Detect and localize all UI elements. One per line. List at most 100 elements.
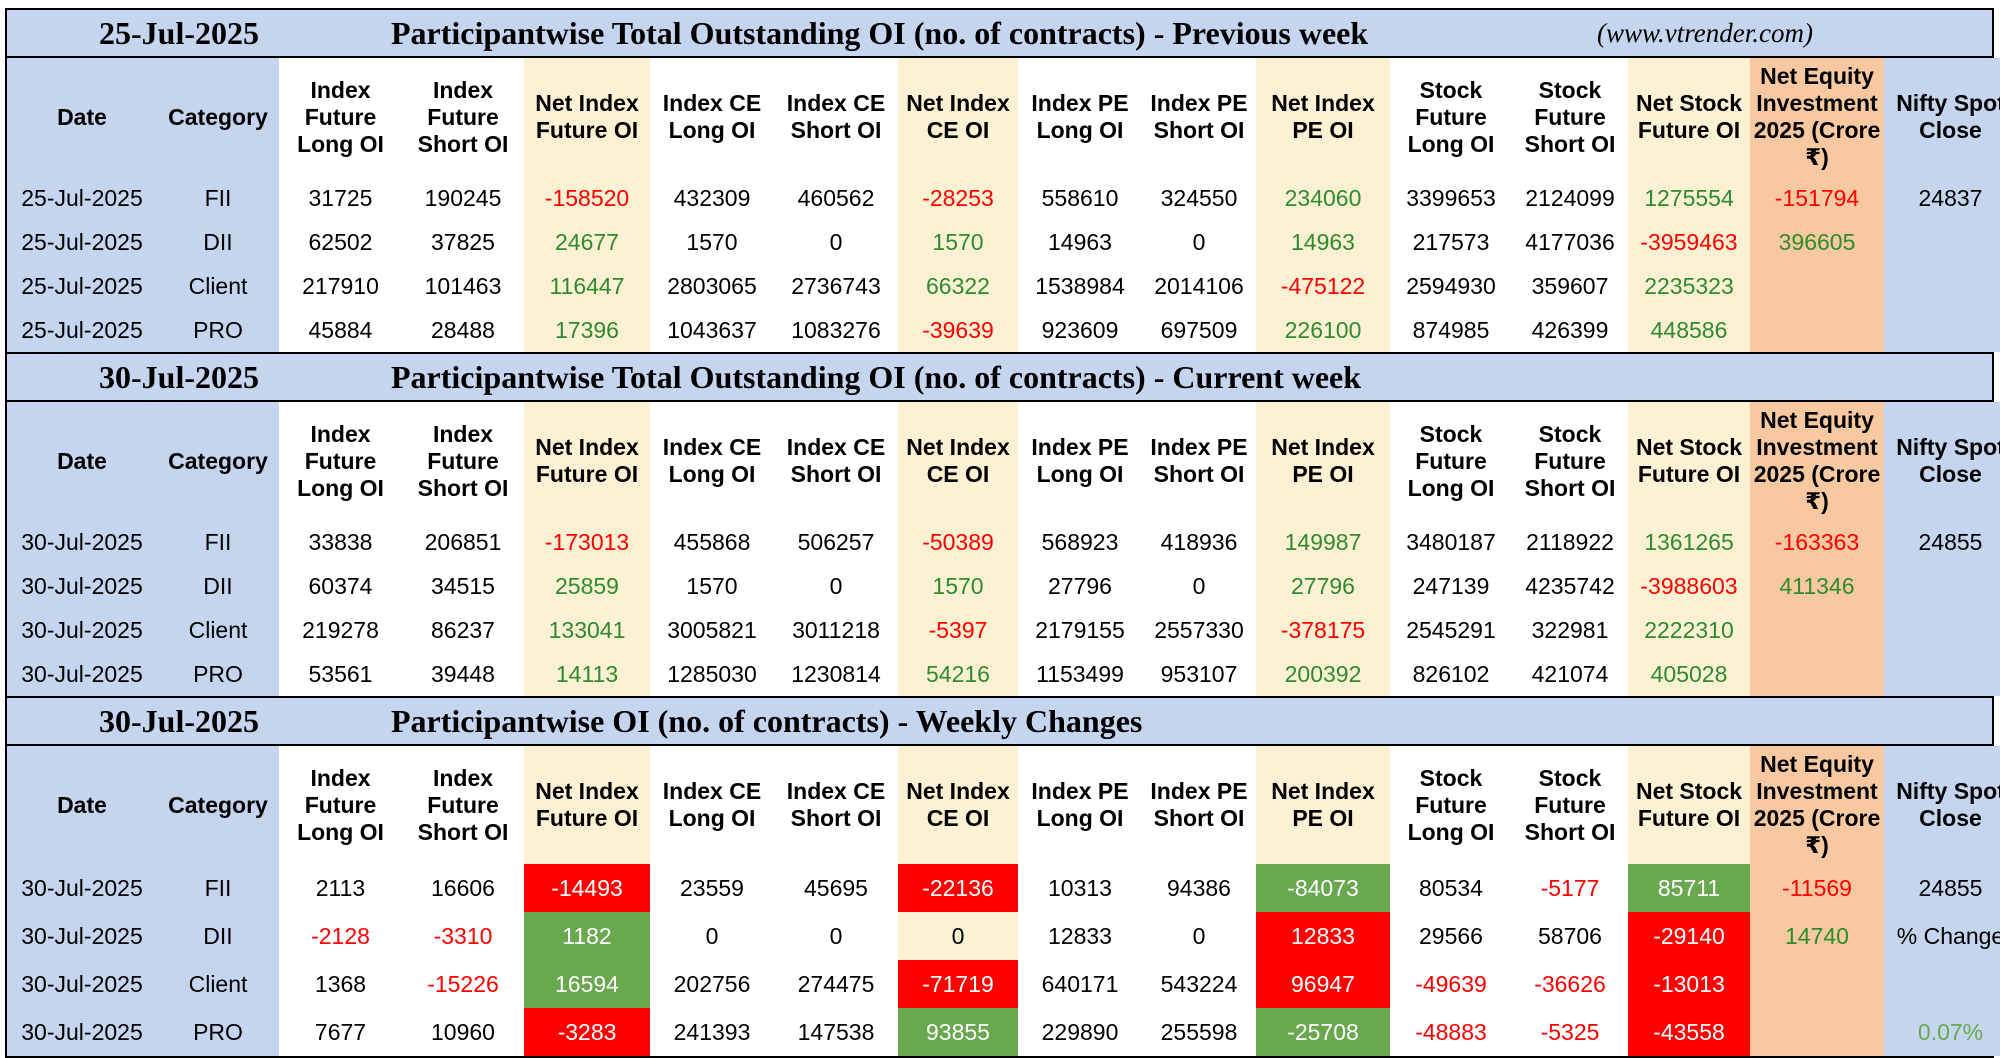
column-header: Stock Future Long OI: [1407, 420, 1495, 501]
table-cell: [1750, 308, 1884, 352]
header-row: Date Category Index Future Long OI Index Fu…: [7, 58, 2000, 176]
table-cell: 12833: [1048, 922, 1112, 949]
column-header: Index CE Long OI: [662, 434, 762, 487]
table-cell: 874985: [1412, 316, 1490, 343]
table-cell: [1884, 652, 2000, 696]
table-cell: 147538: [797, 1018, 875, 1045]
table-cell: 200392: [1256, 652, 1390, 696]
table-cell: 2179155: [1035, 616, 1125, 643]
table-cell: 229890: [1041, 1018, 1119, 1045]
column-header: Net Stock Future OI: [1628, 402, 1750, 520]
table-cell: 30-Jul-2025: [7, 520, 157, 564]
table-cell: 16606: [431, 874, 495, 901]
table-cell: -2128: [311, 922, 370, 949]
column-header: Net Index PE OI: [1256, 402, 1390, 520]
column-header: Index CE Short OI: [786, 90, 886, 143]
table-cell: 421074: [1531, 660, 1609, 687]
column-header: Net Index CE OI: [898, 746, 1018, 864]
column-header: Net Index CE OI: [898, 58, 1018, 176]
table-cell: 2557330: [1154, 616, 1244, 643]
table-cell: 1275554: [1628, 176, 1750, 220]
table-cell: -29140: [1628, 912, 1750, 960]
oi-report: 25-Jul-2025 Participantwise Total Outstan…: [5, 8, 2000, 1058]
table-cell: 54216: [898, 652, 1018, 696]
table-cell: 640171: [1041, 970, 1119, 997]
table-cell: PRO: [157, 308, 279, 352]
table-cell: 460562: [797, 184, 875, 211]
table-cell: 923609: [1041, 316, 1119, 343]
table-cell: 226100: [1256, 308, 1390, 352]
column-header: Index Future Long OI: [297, 420, 384, 501]
table-row: 30-Jul-2025 PRO 53561 39448 14113 1285030 1230…: [7, 652, 2000, 696]
table-cell: 66322: [898, 264, 1018, 308]
table-cell: 96947: [1256, 960, 1390, 1008]
column-header: Index PE Short OI: [1150, 434, 1248, 487]
table-cell: 359607: [1531, 272, 1609, 299]
table-cell: 30-Jul-2025: [7, 960, 157, 1008]
table-cell: -28253: [898, 176, 1018, 220]
table-cell: 12833: [1256, 912, 1390, 960]
table-cell: 274475: [797, 970, 875, 997]
section-1: 25-Jul-2025 Participantwise Total Outstan…: [5, 8, 2000, 352]
column-header: Net Index Future OI: [524, 746, 650, 864]
table-cell: 219278: [302, 616, 379, 643]
table-cell: -43558: [1628, 1008, 1750, 1056]
table-cell: [1884, 960, 2000, 1008]
column-header: Nifty Spot Close: [1884, 402, 2000, 520]
table-cell: -3959463: [1628, 220, 1750, 264]
table-cell: 3005821: [667, 616, 757, 643]
table-cell: -84073: [1256, 864, 1390, 912]
table-cell: 2545291: [1406, 616, 1496, 643]
table-row: 30-Jul-2025 DII 60374 34515 25859 1570 0 1570 27…: [7, 564, 2000, 608]
table-cell: 1153499: [1036, 660, 1124, 687]
table-cell: [1884, 264, 2000, 308]
column-header: Net Stock Future OI: [1628, 746, 1750, 864]
column-header: Stock Future Short OI: [1524, 420, 1616, 501]
table-cell: 10960: [431, 1018, 495, 1045]
column-header: Category: [157, 58, 279, 176]
table-cell: 86237: [431, 616, 495, 643]
table-cell: 25-Jul-2025: [7, 176, 157, 220]
table-cell: DII: [157, 220, 279, 264]
table-cell: 543224: [1160, 970, 1238, 997]
table-cell: 0: [829, 922, 843, 949]
table-cell: -158520: [524, 176, 650, 220]
table-cell: 1230814: [791, 660, 881, 687]
table-cell: -25708: [1256, 1008, 1390, 1056]
table-cell: 30-Jul-2025: [7, 608, 157, 652]
table-cell: 1043637: [667, 316, 757, 343]
table-cell: 16594: [524, 960, 650, 1008]
table-row: 30-Jul-2025 PRO 7677 10960 -3283 241393 147538…: [7, 1008, 2000, 1056]
table-cell: 202756: [673, 970, 751, 997]
table-cell: -378175: [1256, 608, 1390, 652]
table-cell: -71719: [898, 960, 1018, 1008]
table-cell: 697509: [1160, 316, 1238, 343]
table-cell: 1570: [898, 564, 1018, 608]
table-cell: -11569: [1750, 864, 1884, 912]
column-header: Index PE Long OI: [1031, 778, 1129, 831]
table-cell: -3310: [433, 922, 493, 949]
column-header: Category: [157, 402, 279, 520]
table-cell: -13013: [1628, 960, 1750, 1008]
table-cell: 149987: [1256, 520, 1390, 564]
column-header: Index PE Short OI: [1150, 778, 1248, 831]
table-cell: 322981: [1531, 616, 1609, 643]
table-cell: 432309: [673, 184, 751, 211]
table-cell: [1750, 608, 1884, 652]
table-cell: 45884: [308, 316, 373, 343]
table-cell: 25-Jul-2025: [7, 220, 157, 264]
table-cell: [1884, 220, 2000, 264]
table-cell: [1884, 564, 2000, 608]
table-cell: 0: [705, 922, 719, 949]
table-cell: Client: [157, 960, 279, 1008]
table-cell: 247139: [1412, 572, 1490, 599]
table-row: 30-Jul-2025 Client 219278 86237 133041 300582…: [7, 608, 2000, 652]
table-row: 25-Jul-2025 FII 31725 190245 -158520 432309 46…: [7, 176, 2000, 220]
table-cell: 53561: [308, 660, 373, 687]
table-cell: 17396: [524, 308, 650, 352]
section-title: Participantwise Total Outstanding OI (no…: [391, 358, 1362, 395]
table-cell: 1570: [686, 572, 738, 599]
column-header: Net Index PE OI: [1256, 58, 1390, 176]
table-cell: 1083276: [791, 316, 881, 343]
column-header: Stock Future Long OI: [1407, 764, 1495, 845]
